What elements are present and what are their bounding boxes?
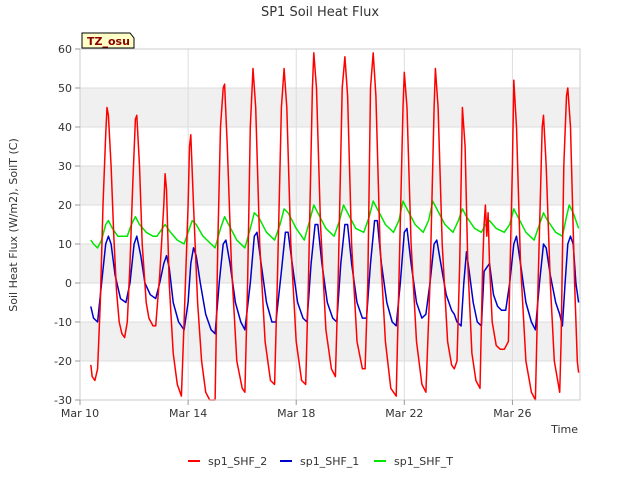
y-tick-label: 50 [58,82,72,95]
x-axis-label: Time [550,423,578,436]
series-line-sp1_SHF_2 [90,52,580,401]
plot-band [80,166,580,205]
series-line-sp1_SHF_1 [90,219,580,335]
y-tick-label: 40 [58,121,72,134]
y-tick-label: 0 [65,277,72,290]
plot-band [80,88,580,127]
y-tick-label: 60 [58,43,72,56]
series-layer [90,52,580,401]
legend-item: sp1_SHF_1 [280,455,359,468]
x-tick-label: Mar 18 [277,407,315,420]
plot-band [80,283,580,322]
y-tick-label: -30 [54,394,72,407]
y-axis-label: Soil Heat Flux (W/m2), SoilT (C) [7,138,20,311]
y-tick-label: -20 [54,355,72,368]
x-tick-label: Mar 10 [61,407,99,420]
tz-badge-label: TZ_osu [87,35,130,48]
y-tick-label: 20 [58,199,72,212]
y-tick-label: 10 [58,238,72,251]
series-line-sp1_SHF_T [90,200,580,249]
x-tick-label: Mar 14 [169,407,207,420]
plot-frame [79,48,581,401]
legend-item: sp1_SHF_T [374,455,453,468]
y-axis-ticks: -30 -20 -10 0 10 20 30 40 50 60 [54,43,80,407]
x-axis-ticks: Mar 10 Mar 14 Mar 18 Mar 22 Mar 26 [61,400,532,420]
x-tick-label: Mar 22 [385,407,423,420]
plot-band [80,49,580,88]
y-tick-label: 30 [58,160,72,173]
plot-band [80,127,580,166]
plot-band [80,205,580,244]
legend-label: sp1_SHF_2 [208,455,267,468]
legend: sp1_SHF_2 sp1_SHF_1 sp1_SHF_T [188,455,453,468]
chart-title: SP1 Soil Heat Flux [261,5,379,20]
x-tick-label: Mar 26 [493,407,531,420]
legend-item: sp1_SHF_2 [188,455,267,468]
legend-label: sp1_SHF_T [394,455,453,468]
plot-band [80,244,580,283]
y-tick-label: -10 [54,316,72,329]
plot-band [80,361,580,400]
tz-badge: TZ_osu [81,32,135,49]
legend-label: sp1_SHF_1 [300,455,359,468]
